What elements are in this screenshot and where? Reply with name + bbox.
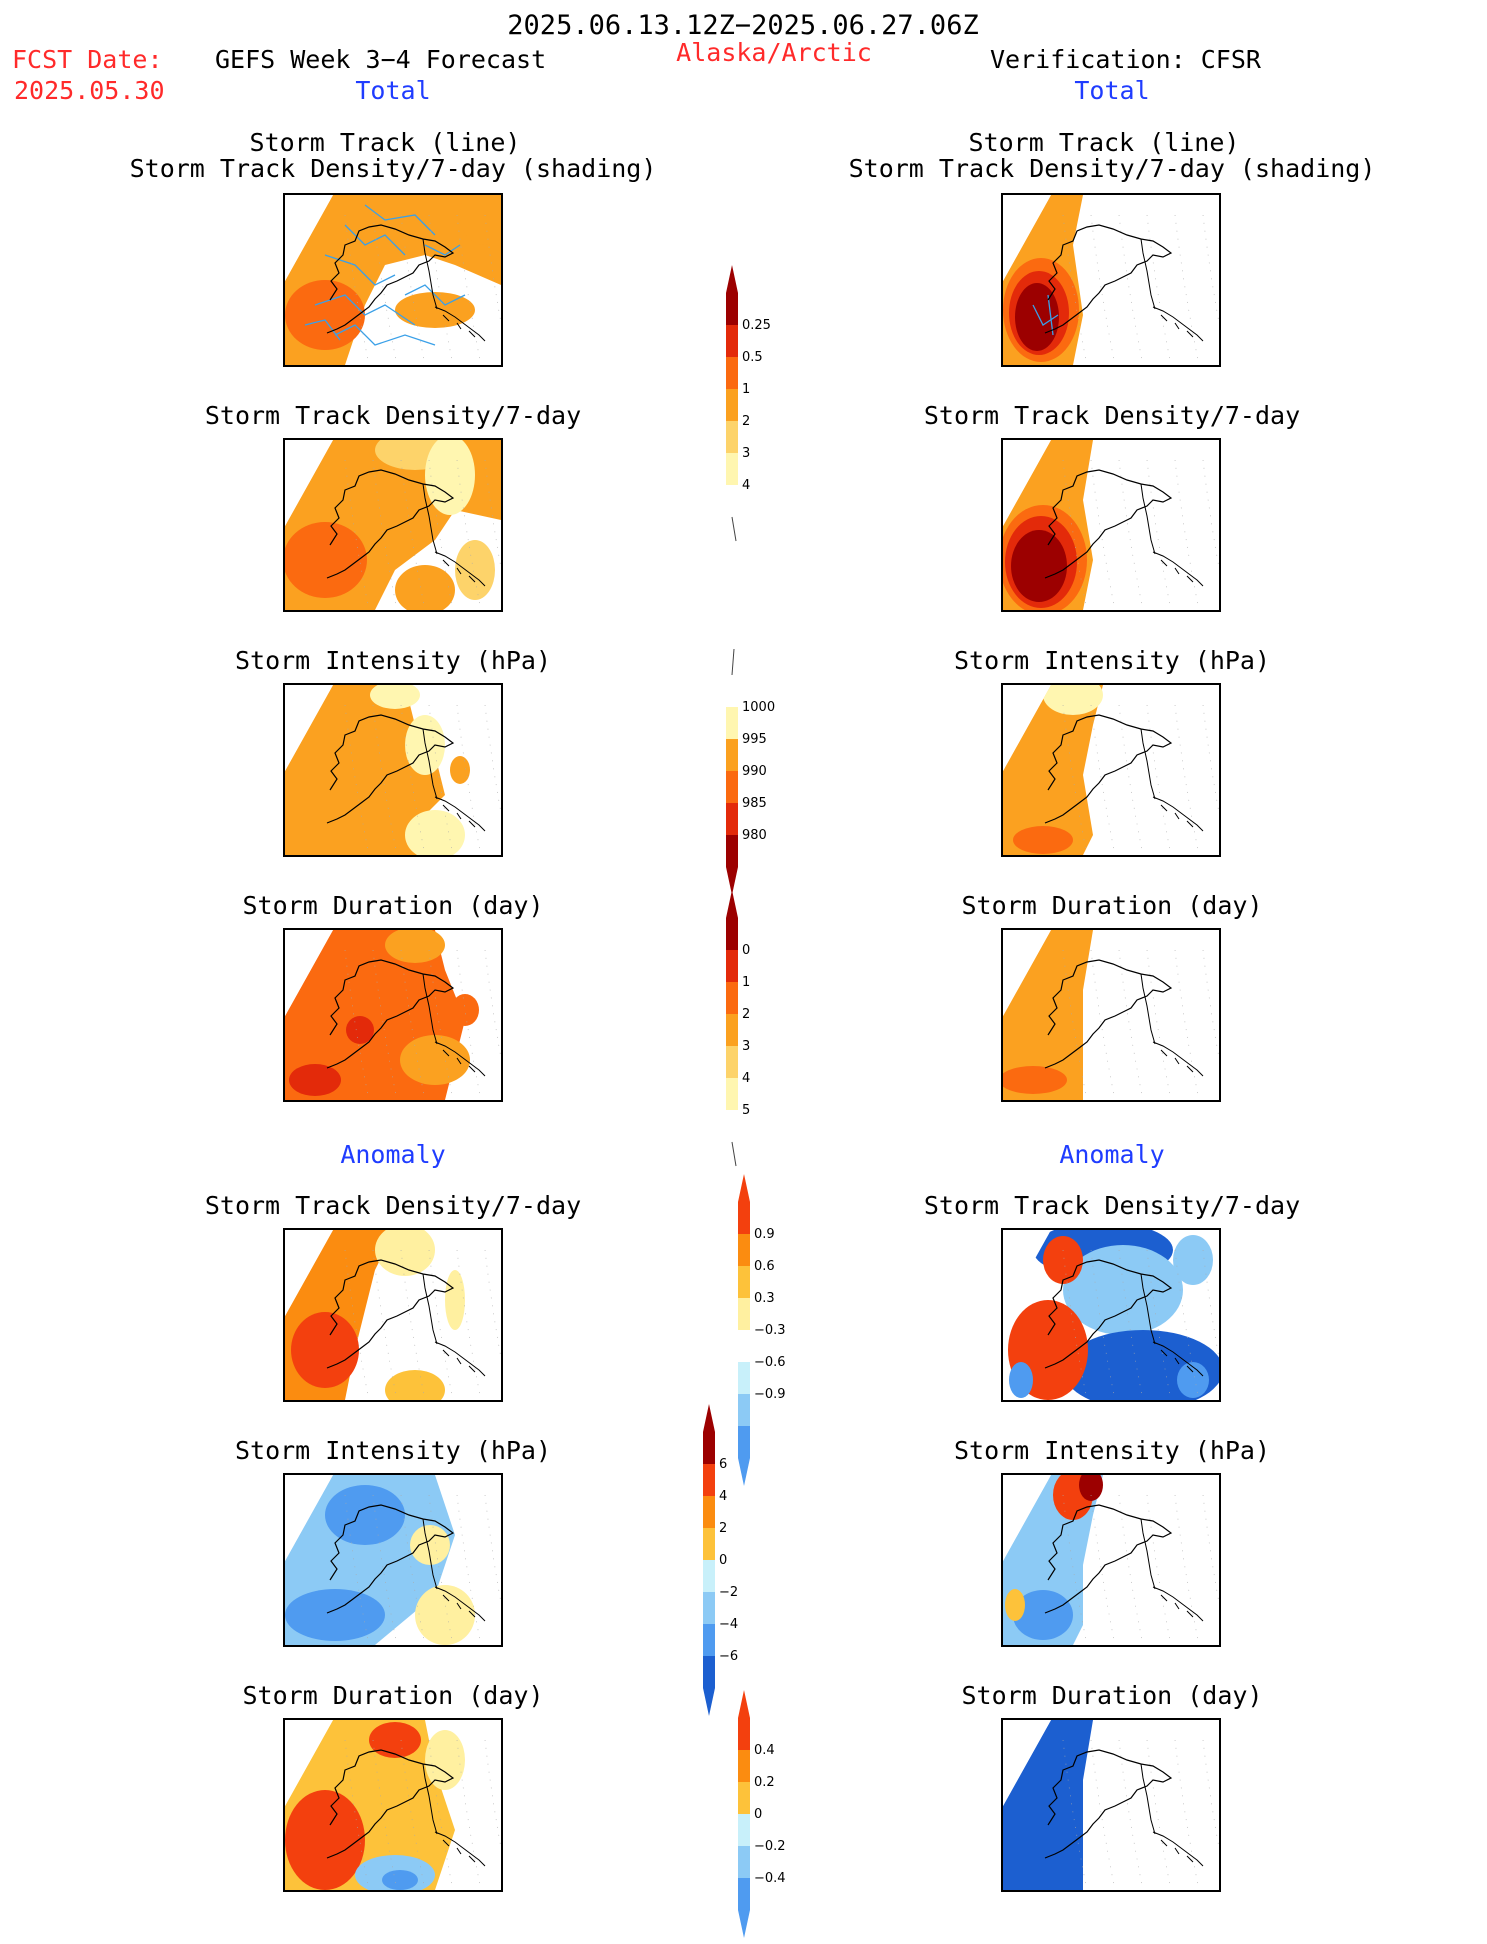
map-panel [1001, 683, 1221, 857]
colorbar-duration: 0 1 2 3 4 5 [722, 888, 782, 1176]
colorbar-tick-label: 2 [719, 1521, 727, 1536]
panel-title: Storm Track (line) [249, 128, 521, 157]
panel-subtitle: Storm Track Density/7-day (shading) [848, 154, 1376, 183]
left-total-label: Total [355, 76, 431, 105]
panel-title: Storm Intensity (hPa) [953, 646, 1271, 675]
map-panel [283, 1228, 503, 1402]
colorbar-tick-label: −0.9 [754, 1387, 786, 1402]
panel-title: Storm Track Density/7-day [204, 1191, 582, 1220]
model-title: GEFS Week 3−4 Forecast [215, 45, 547, 74]
colorbar-tick-label: 2 [742, 414, 750, 429]
panel-subtitle: Storm Track Density/7-day (shading) [129, 154, 657, 183]
colorbar-tick-label: 1000 [742, 700, 775, 715]
map-panel [283, 1473, 503, 1647]
colorbar-tick-label: 0.2 [754, 1775, 775, 1790]
colorbar-duration-anomaly: 0.4 0.2 0 −0.2 −0.4 [734, 1688, 794, 1944]
right-anomaly-label: Anomaly [1059, 1140, 1165, 1169]
colorbar-tick-label: 6 [719, 1457, 727, 1472]
colorbar-tick-label: 0.3 [754, 1291, 775, 1306]
right-total-label: Total [1074, 76, 1150, 105]
colorbar-tick-label: 2 [742, 1007, 750, 1022]
colorbar-tick-label: 5 [742, 1103, 750, 1118]
panel-title: Storm Track Density/7-day [923, 401, 1301, 430]
panel-title: Storm Track (line) [968, 128, 1240, 157]
colorbar-tick-label: 0.9 [754, 1227, 775, 1242]
colorbar-intensity: 1000 995 990 985 980 [722, 645, 782, 901]
colorbar-tick-label: −0.6 [754, 1355, 786, 1370]
map-panel [1001, 438, 1221, 612]
colorbar-tick-label: −0.3 [754, 1323, 786, 1338]
map-panel [1001, 1718, 1221, 1892]
colorbar-tick-label: −2 [719, 1585, 738, 1600]
map-panel [1001, 1228, 1221, 1402]
colorbar-density-anomaly: 0.9 0.6 0.3 −0.3 −0.6 −0.9 [734, 1172, 794, 1492]
date-range: 2025.06.13.12Z−2025.06.27.06Z [507, 10, 979, 41]
colorbar-tick-label: 0.25 [742, 318, 771, 333]
colorbar-tick-label: 0 [719, 1553, 727, 1568]
colorbar-tick-label: 3 [742, 1039, 750, 1054]
panel-title: Storm Intensity (hPa) [234, 1436, 552, 1465]
panel-title: Storm Intensity (hPa) [953, 1436, 1271, 1465]
map-panel [1001, 1473, 1221, 1647]
colorbar-tick-label: 0.6 [754, 1259, 775, 1274]
fcst-label: FCST Date: [12, 45, 163, 74]
map-panel [1001, 193, 1221, 367]
panel-title: Storm Duration (day) [242, 1681, 544, 1710]
verification-label: Verification: CFSR [990, 45, 1261, 74]
colorbar-tick-label: 4 [742, 478, 750, 493]
panel-title: Storm Intensity (hPa) [234, 646, 552, 675]
colorbar-tick-label: −0.4 [754, 1871, 786, 1886]
panel-title: Storm Track Density/7-day [923, 1191, 1301, 1220]
colorbar-tick-label: 1 [742, 975, 750, 990]
colorbar-tick-label: 4 [719, 1489, 727, 1504]
map-panel [283, 1718, 503, 1892]
colorbar-tick-label: −4 [719, 1617, 738, 1632]
colorbar-tick-label: 0 [754, 1807, 762, 1822]
colorbar-tick-label: 0.4 [754, 1743, 775, 1758]
map-panel [283, 683, 503, 857]
panel-title: Storm Duration (day) [242, 891, 544, 920]
colorbar-tick-label: 980 [742, 828, 767, 843]
colorbar-tick-label: 990 [742, 764, 767, 779]
colorbar-tick-label: −6 [719, 1649, 738, 1664]
map-panel [1001, 928, 1221, 1102]
colorbar-intensity-anomaly: 6 4 2 0 −2 −4 −6 [699, 1402, 759, 1722]
map-panel [283, 438, 503, 612]
colorbar-density: 0.25 0.5 1 2 3 4 [722, 263, 782, 551]
panel-title: Storm Duration (day) [961, 891, 1263, 920]
panel-title: Storm Duration (day) [961, 1681, 1263, 1710]
colorbar-tick-label: 4 [742, 1071, 750, 1086]
colorbar-tick-label: 985 [742, 796, 767, 811]
colorbar-tick-label: 1 [742, 382, 750, 397]
fcst-date: 2025.05.30 [14, 76, 165, 105]
left-anomaly-label: Anomaly [340, 1140, 446, 1169]
colorbar-tick-label: 0 [742, 943, 750, 958]
colorbar-tick-label: 3 [742, 446, 750, 461]
colorbar-tick-label: 995 [742, 732, 767, 747]
map-panel [283, 193, 503, 367]
colorbar-tick-label: 0.5 [742, 350, 763, 365]
map-panel [283, 928, 503, 1102]
panel-title: Storm Track Density/7-day [204, 401, 582, 430]
region-label: Alaska/Arctic [676, 38, 872, 67]
colorbar-tick-label: −0.2 [754, 1839, 786, 1854]
